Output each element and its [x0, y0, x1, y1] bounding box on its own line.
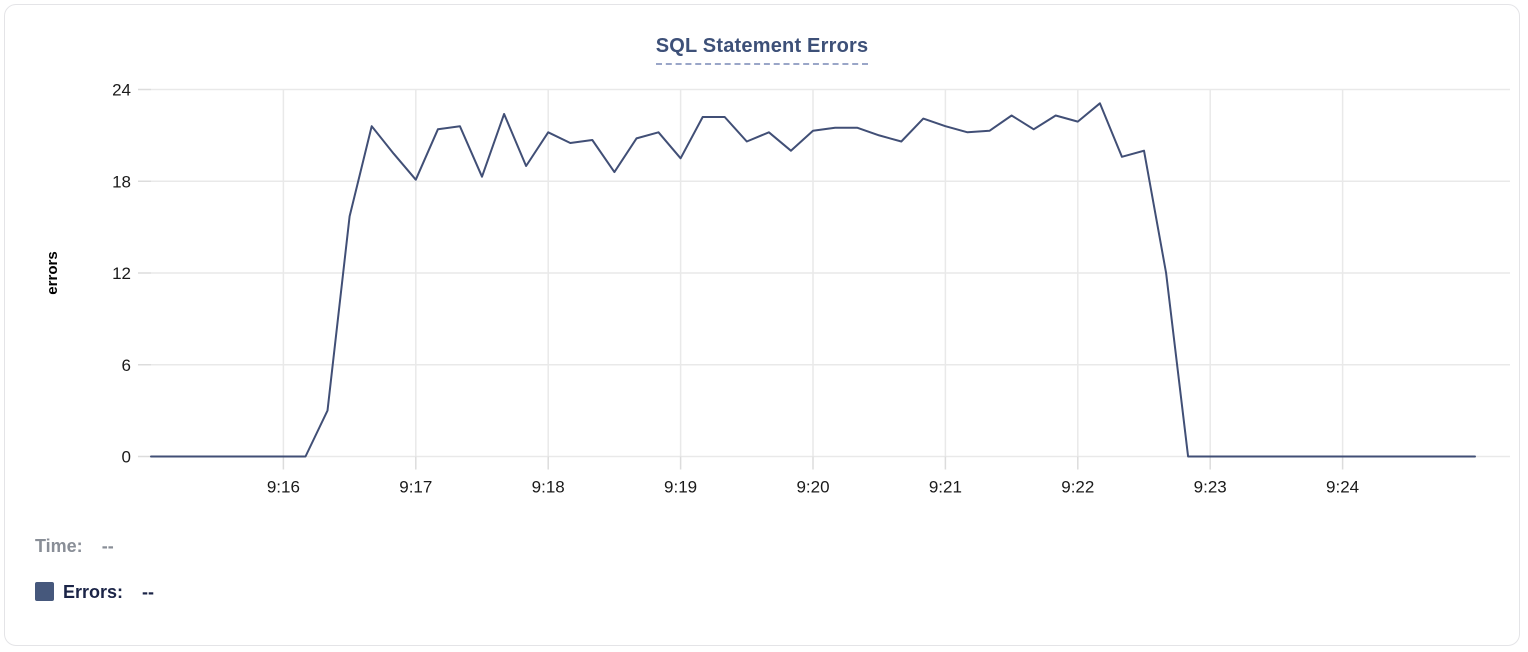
y-tick-label: 18: [112, 172, 131, 191]
y-tick-label: 6: [122, 356, 131, 375]
tooltip-time-row: Time: --: [35, 533, 154, 559]
series-line-errors: [150, 102, 1476, 458]
x-tick-label: 9:18: [532, 478, 565, 497]
tooltip-errors-label: Errors:: [63, 582, 124, 602]
tooltip-time-value: --: [101, 536, 114, 556]
x-tick-label: 9:22: [1061, 478, 1094, 497]
errors-line-chart[interactable]: 0 6 12 18 24 9:16 9:17 9:18 9:19 9:20 9:21 9:22 9:23…: [5, 5, 1528, 510]
hover-tooltip-legend: Time: -- Errors: --: [35, 533, 154, 625]
tooltip-errors-value: --: [142, 582, 155, 602]
x-tick-label: 9:21: [929, 478, 962, 497]
tooltip-time-label: Time:: [35, 536, 83, 556]
errors-series-swatch-icon: [35, 582, 54, 601]
y-axis-title: errors: [44, 251, 61, 294]
chart-title[interactable]: SQL Statement Errors: [655, 35, 869, 65]
x-tick-label: 9:24: [1326, 478, 1359, 497]
y-tick-label: 0: [122, 448, 131, 467]
x-tick-label: 9:19: [664, 478, 697, 497]
chart-header: SQL Statement Errors: [5, 35, 1519, 65]
x-tick-label: 9:17: [399, 478, 432, 497]
y-tick-label: 24: [112, 81, 131, 100]
y-tick-label: 12: [112, 264, 131, 283]
tooltip-errors-row: Errors: --: [35, 579, 154, 605]
x-tick-label: 9:23: [1194, 478, 1227, 497]
x-tick-label: 9:20: [796, 478, 829, 497]
chart-card: 0 6 12 18 24 9:16 9:17 9:18 9:19 9:20 9:21 9:22 9:23…: [4, 4, 1520, 646]
x-tick-label: 9:16: [267, 478, 300, 497]
